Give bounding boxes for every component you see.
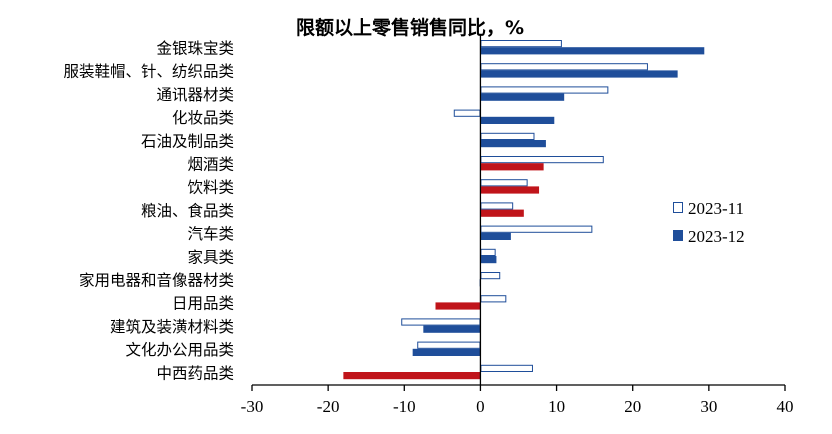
category-label: 化妆品类 [172,109,234,127]
x-tick-label: 10 [548,397,565,416]
bar-2023-11 [401,318,481,326]
bar-2023-12 [480,163,544,171]
bar-2023-11 [480,40,562,48]
bar-2023-12 [480,186,540,194]
x-tick-label: -20 [317,397,340,416]
x-tick-label: 30 [700,397,717,416]
bar-2023-12 [480,116,555,124]
legend-label-2023-11: 2023-11 [688,199,744,218]
legend-label-2023-12: 2023-12 [688,227,745,246]
bar-2023-12 [480,256,497,264]
bars-layer [343,40,705,380]
category-label: 汽车类 [187,225,234,243]
bar-2023-12 [412,348,481,356]
bar-2023-11 [417,341,481,349]
bar-2023-12 [480,47,705,55]
category-label: 通讯器材类 [156,86,234,104]
category-label: 粮油、食品类 [141,202,234,220]
category-labels: 金银珠宝类服装鞋帽、针、纺织品类通讯器材类化妆品类石油及制品类烟酒类饮料类粮油、… [63,40,234,383]
bar-2023-11 [480,272,501,280]
bar-2023-11 [480,86,609,94]
bar-2023-11 [480,295,507,303]
category-label: 家用电器和音像器材类 [79,272,234,290]
x-tick-label: 20 [624,397,641,416]
category-label: 服装鞋帽、针、纺织品类 [63,63,234,81]
category-label: 饮料类 [187,179,234,197]
bar-2023-11 [480,225,593,233]
legend: 2023-11 2023-12 [673,199,745,246]
bar-2023-12 [480,93,565,101]
bar-2023-11 [480,156,604,164]
category-label: 中西药品类 [156,364,234,382]
bar-2023-12 [480,140,546,148]
bar-2023-11 [480,132,535,141]
bar-2023-12 [480,209,524,217]
legend-swatch-2023-11 [673,202,683,213]
bar-2023-11 [480,63,648,71]
bar-2023-11 [480,364,533,372]
category-label: 烟酒类 [187,156,234,174]
bar-2023-11 [480,179,528,187]
x-tick-label: 40 [777,397,794,416]
x-tick-label: -30 [241,397,264,416]
bar-2023-12 [423,325,481,333]
category-label: 金银珠宝类 [156,40,234,58]
x-tick-label: 0 [476,397,485,416]
chart-title: 限额以上零售销售同比，% [296,16,524,39]
bar-2023-12 [435,302,481,310]
bar-2023-12 [343,372,481,380]
category-label: 石油及制品类 [141,132,234,150]
category-label: 建筑及装潢材料类 [110,318,234,336]
bar-2023-12 [480,70,678,78]
legend-swatch-2023-12 [673,230,683,241]
bar-2023-11 [480,248,496,257]
x-axis: -30 -20 -10 0 10 20 30 40 [241,34,794,416]
bar-2023-11 [480,202,514,210]
bar-2023-11 [453,109,481,117]
category-label: 文化办公用品类 [125,341,234,359]
category-label: 家具类 [187,248,234,266]
bar-2023-12 [480,232,511,240]
category-label: 日用品类 [172,295,234,313]
x-tick-label: -10 [393,397,416,416]
